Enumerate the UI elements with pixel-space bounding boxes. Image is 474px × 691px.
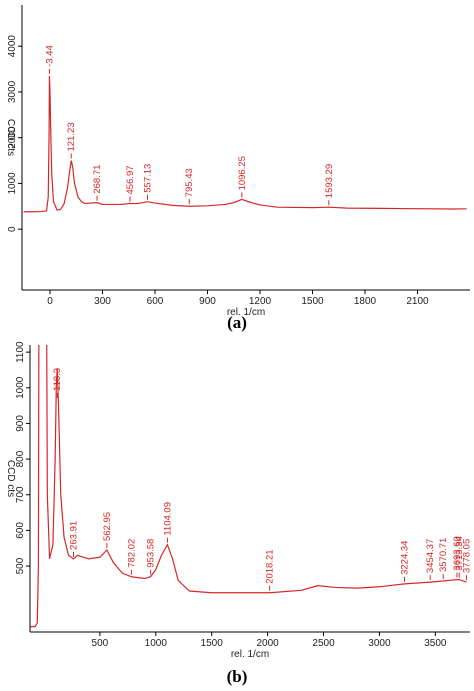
caption: (b) xyxy=(227,667,248,686)
annotation-label: 3224.34 xyxy=(400,541,411,575)
y-axis-label: CCD cts xyxy=(5,460,16,497)
plot xyxy=(30,345,467,628)
y-tick-label: 0 xyxy=(7,226,18,232)
annotation-label: 3570.71 xyxy=(438,538,449,572)
x-tick-label: 300 xyxy=(94,296,111,307)
y-tick-label: 700 xyxy=(15,486,26,503)
y-tick-label: 1000 xyxy=(7,172,18,195)
y-axis-label: CCD cts xyxy=(5,119,16,156)
x-tick-label: 900 xyxy=(199,296,216,307)
x-tick-label: 600 xyxy=(147,296,164,307)
annotation-label: 2018.21 xyxy=(265,549,276,583)
x-tick-label: 1200 xyxy=(249,296,272,307)
spectrum-line xyxy=(23,75,467,213)
x-tick-label: 2500 xyxy=(312,638,335,649)
caption: (a) xyxy=(227,313,247,332)
annotation-label: 268.71 xyxy=(92,165,103,194)
x-tick-label: 1500 xyxy=(301,296,324,307)
x-tick-label: 1500 xyxy=(201,638,224,649)
annotation-label: -3.44 xyxy=(44,45,55,67)
annotation-label: 118.3 xyxy=(52,368,63,391)
annotation-label: 121.23 xyxy=(66,122,77,151)
spectrum-line xyxy=(30,345,467,628)
y-tick-label: 2000 xyxy=(7,126,18,149)
y-tick-label: 4000 xyxy=(7,35,18,58)
annotation-label: 557.13 xyxy=(142,164,153,193)
annotation-label: 562.95 xyxy=(102,512,113,541)
y-tick-label: 900 xyxy=(15,415,26,432)
x-tick-label: 1000 xyxy=(145,638,168,649)
x-tick-label: 2100 xyxy=(406,296,429,307)
x-tick-label: 1800 xyxy=(354,296,377,307)
annotation-label: 263.91 xyxy=(68,521,79,550)
x-tick-label: 3000 xyxy=(368,638,391,649)
annotation-label: 1096.25 xyxy=(237,156,248,190)
y-tick-label: 1100 xyxy=(15,341,26,363)
y-tick-label: 500 xyxy=(15,557,26,574)
x-tick-label: 3500 xyxy=(424,638,447,649)
annotation-label: 456.97 xyxy=(125,165,136,194)
y-tick-label: 600 xyxy=(15,522,26,539)
y-tick-label: 1000 xyxy=(15,376,26,399)
y-tick-label: 800 xyxy=(15,450,26,467)
x-axis-label: rel. 1/cm xyxy=(231,649,269,660)
x-tick-label: 2000 xyxy=(256,638,279,649)
annotation-label: 782.02 xyxy=(126,539,137,568)
annotation-label: 3454.37 xyxy=(425,539,436,573)
x-tick-label: 500 xyxy=(92,638,109,649)
annotation-label: 953.58 xyxy=(146,539,157,568)
y-tick-label: 3000 xyxy=(7,80,18,103)
annotation-label: 3713.34 xyxy=(454,536,465,570)
annotation-label: 795.43 xyxy=(184,168,195,197)
annotation-label: 1104.09 xyxy=(162,502,173,536)
annotation-label: 3693.60 xyxy=(452,536,463,570)
x-axis-label: rel. 1/cm xyxy=(227,307,265,318)
plot xyxy=(23,75,467,213)
x-tick-label: 0 xyxy=(47,296,53,307)
annotation-label: 3778.05 xyxy=(461,539,472,573)
annotation-label: 1593.29 xyxy=(324,164,335,198)
